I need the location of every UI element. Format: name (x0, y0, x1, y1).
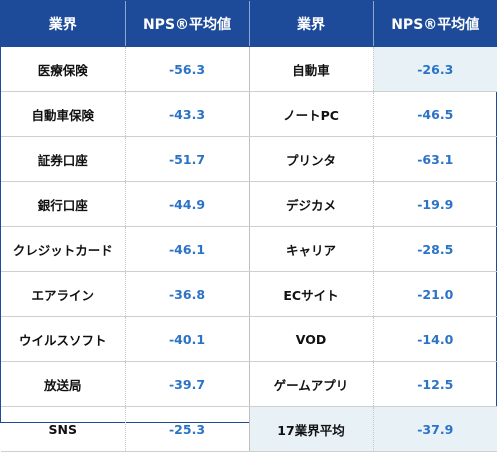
nps-value-cell-right: -14.0 (373, 316, 497, 362)
table-row: 証券口座 -51.7 プリンタ -63.1 (1, 136, 497, 182)
nps-value-cell-right: -12.5 (373, 361, 497, 407)
nps-value-cell-right: -63.1 (373, 136, 497, 182)
industry-cell-right: 17業界平均 (249, 406, 374, 452)
industry-cell-right: キャリア (249, 226, 374, 272)
nps-value-cell-right: -21.0 (373, 271, 497, 317)
table-row: 医療保険 -56.3 自動車 -26.3 (1, 46, 497, 92)
table-row: 銀行口座 -44.9 デジカメ -19.9 (1, 181, 497, 227)
table-row: クレジットカード -46.1 キャリア -28.5 (1, 226, 497, 272)
industry-cell-right: ノートPC (249, 91, 374, 137)
header-industry-left: 業界 (1, 1, 126, 47)
industry-cell-right: デジカメ (249, 181, 374, 227)
table-row: 自動車保険 -43.3 ノートPC -46.5 (1, 91, 497, 137)
industry-cell-right: 自動車 (249, 46, 374, 92)
industry-cell-right: ゲームアプリ (249, 361, 374, 407)
nps-value-cell-right: -19.9 (373, 181, 497, 227)
table-body: 医療保険 -56.3 自動車 -26.3 自動車保険 -43.3 ノートPC -46.5 証券口… (1, 46, 497, 452)
nps-value-cell-left: -56.3 (125, 46, 250, 92)
header-industry-right: 業界 (249, 1, 374, 47)
nps-value-cell-left: -40.1 (125, 316, 250, 362)
industry-cell-right: VOD (249, 316, 374, 362)
header-nps-right: NPS®平均値 (373, 1, 497, 47)
industry-cell-left: ウイルスソフト (1, 316, 126, 362)
table-row: エアライン -36.8 ECサイト -21.0 (1, 271, 497, 317)
industry-cell-left: 医療保険 (1, 46, 126, 92)
nps-value-cell-left: -44.9 (125, 181, 250, 227)
nps-value-cell-left: -43.3 (125, 91, 250, 137)
table-row: 放送局 -39.7 ゲームアプリ -12.5 (1, 361, 497, 407)
table-row: ウイルスソフト -40.1 VOD -14.0 (1, 316, 497, 362)
industry-cell-right: プリンタ (249, 136, 374, 182)
nps-value-cell-left: -39.7 (125, 361, 250, 407)
nps-value-cell-right: -37.9 (373, 406, 497, 452)
nps-value-cell-right: -26.3 (373, 46, 497, 92)
nps-value-cell-right: -46.5 (373, 91, 497, 137)
nps-value-cell-left: -36.8 (125, 271, 250, 317)
industry-cell-left: 放送局 (1, 361, 126, 407)
industry-cell-right: ECサイト (249, 271, 374, 317)
industry-cell-left: 証券口座 (1, 136, 126, 182)
table-row: SNS -25.3 17業界平均 -37.9 (1, 406, 497, 452)
nps-value-cell-left: -51.7 (125, 136, 250, 182)
industry-cell-left: SNS (1, 406, 126, 452)
nps-value-cell-left: -46.1 (125, 226, 250, 272)
industry-cell-left: 自動車保険 (1, 91, 126, 137)
nps-value-cell-right: -28.5 (373, 226, 497, 272)
industry-cell-left: クレジットカード (1, 226, 126, 272)
industry-cell-left: 銀行口座 (1, 181, 126, 227)
header-row: 業界 NPS®平均値 業界 NPS®平均値 (1, 1, 497, 47)
industry-cell-left: エアライン (1, 271, 126, 317)
header-nps-left: NPS®平均値 (125, 1, 250, 47)
nps-value-cell-left: -25.3 (125, 406, 250, 452)
